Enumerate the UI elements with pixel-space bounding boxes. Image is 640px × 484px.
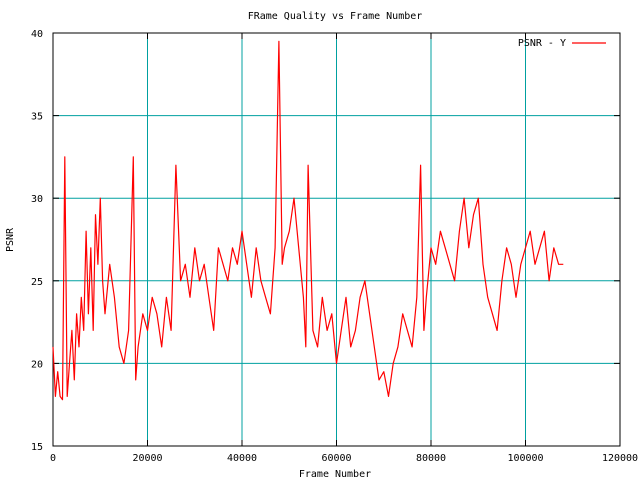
y-tick-label: 30 (31, 194, 43, 205)
x-tick-label: 120000 (602, 453, 638, 464)
x-tick-label: 20000 (132, 453, 162, 464)
y-tick-label: 20 (31, 359, 43, 370)
x-tick-label: 40000 (227, 453, 257, 464)
y-tick-label: 15 (31, 442, 43, 453)
y-axis-label: PSNR (5, 227, 16, 252)
x-tick-label: 80000 (416, 453, 446, 464)
series-line-psnr-y (52, 40, 564, 401)
legend-label: PSNR - Y (518, 38, 566, 49)
x-tick-label: 60000 (321, 453, 351, 464)
y-tick-label: 25 (31, 277, 43, 288)
x-tick-label: 0 (50, 453, 56, 464)
y-tick-label: 40 (31, 29, 43, 40)
legend: PSNR - Y (518, 38, 606, 49)
axis-layer: 0 20000 40000 60000 80000 100000 120000 15 20 25 3… (31, 29, 638, 464)
series-layer (52, 40, 564, 401)
x-axis-label: Frame Number (299, 469, 371, 480)
x-tick-label: 100000 (507, 453, 543, 464)
y-tick-label: 35 (31, 112, 43, 123)
chart-title: FRame Quality vs Frame Number (248, 11, 423, 22)
